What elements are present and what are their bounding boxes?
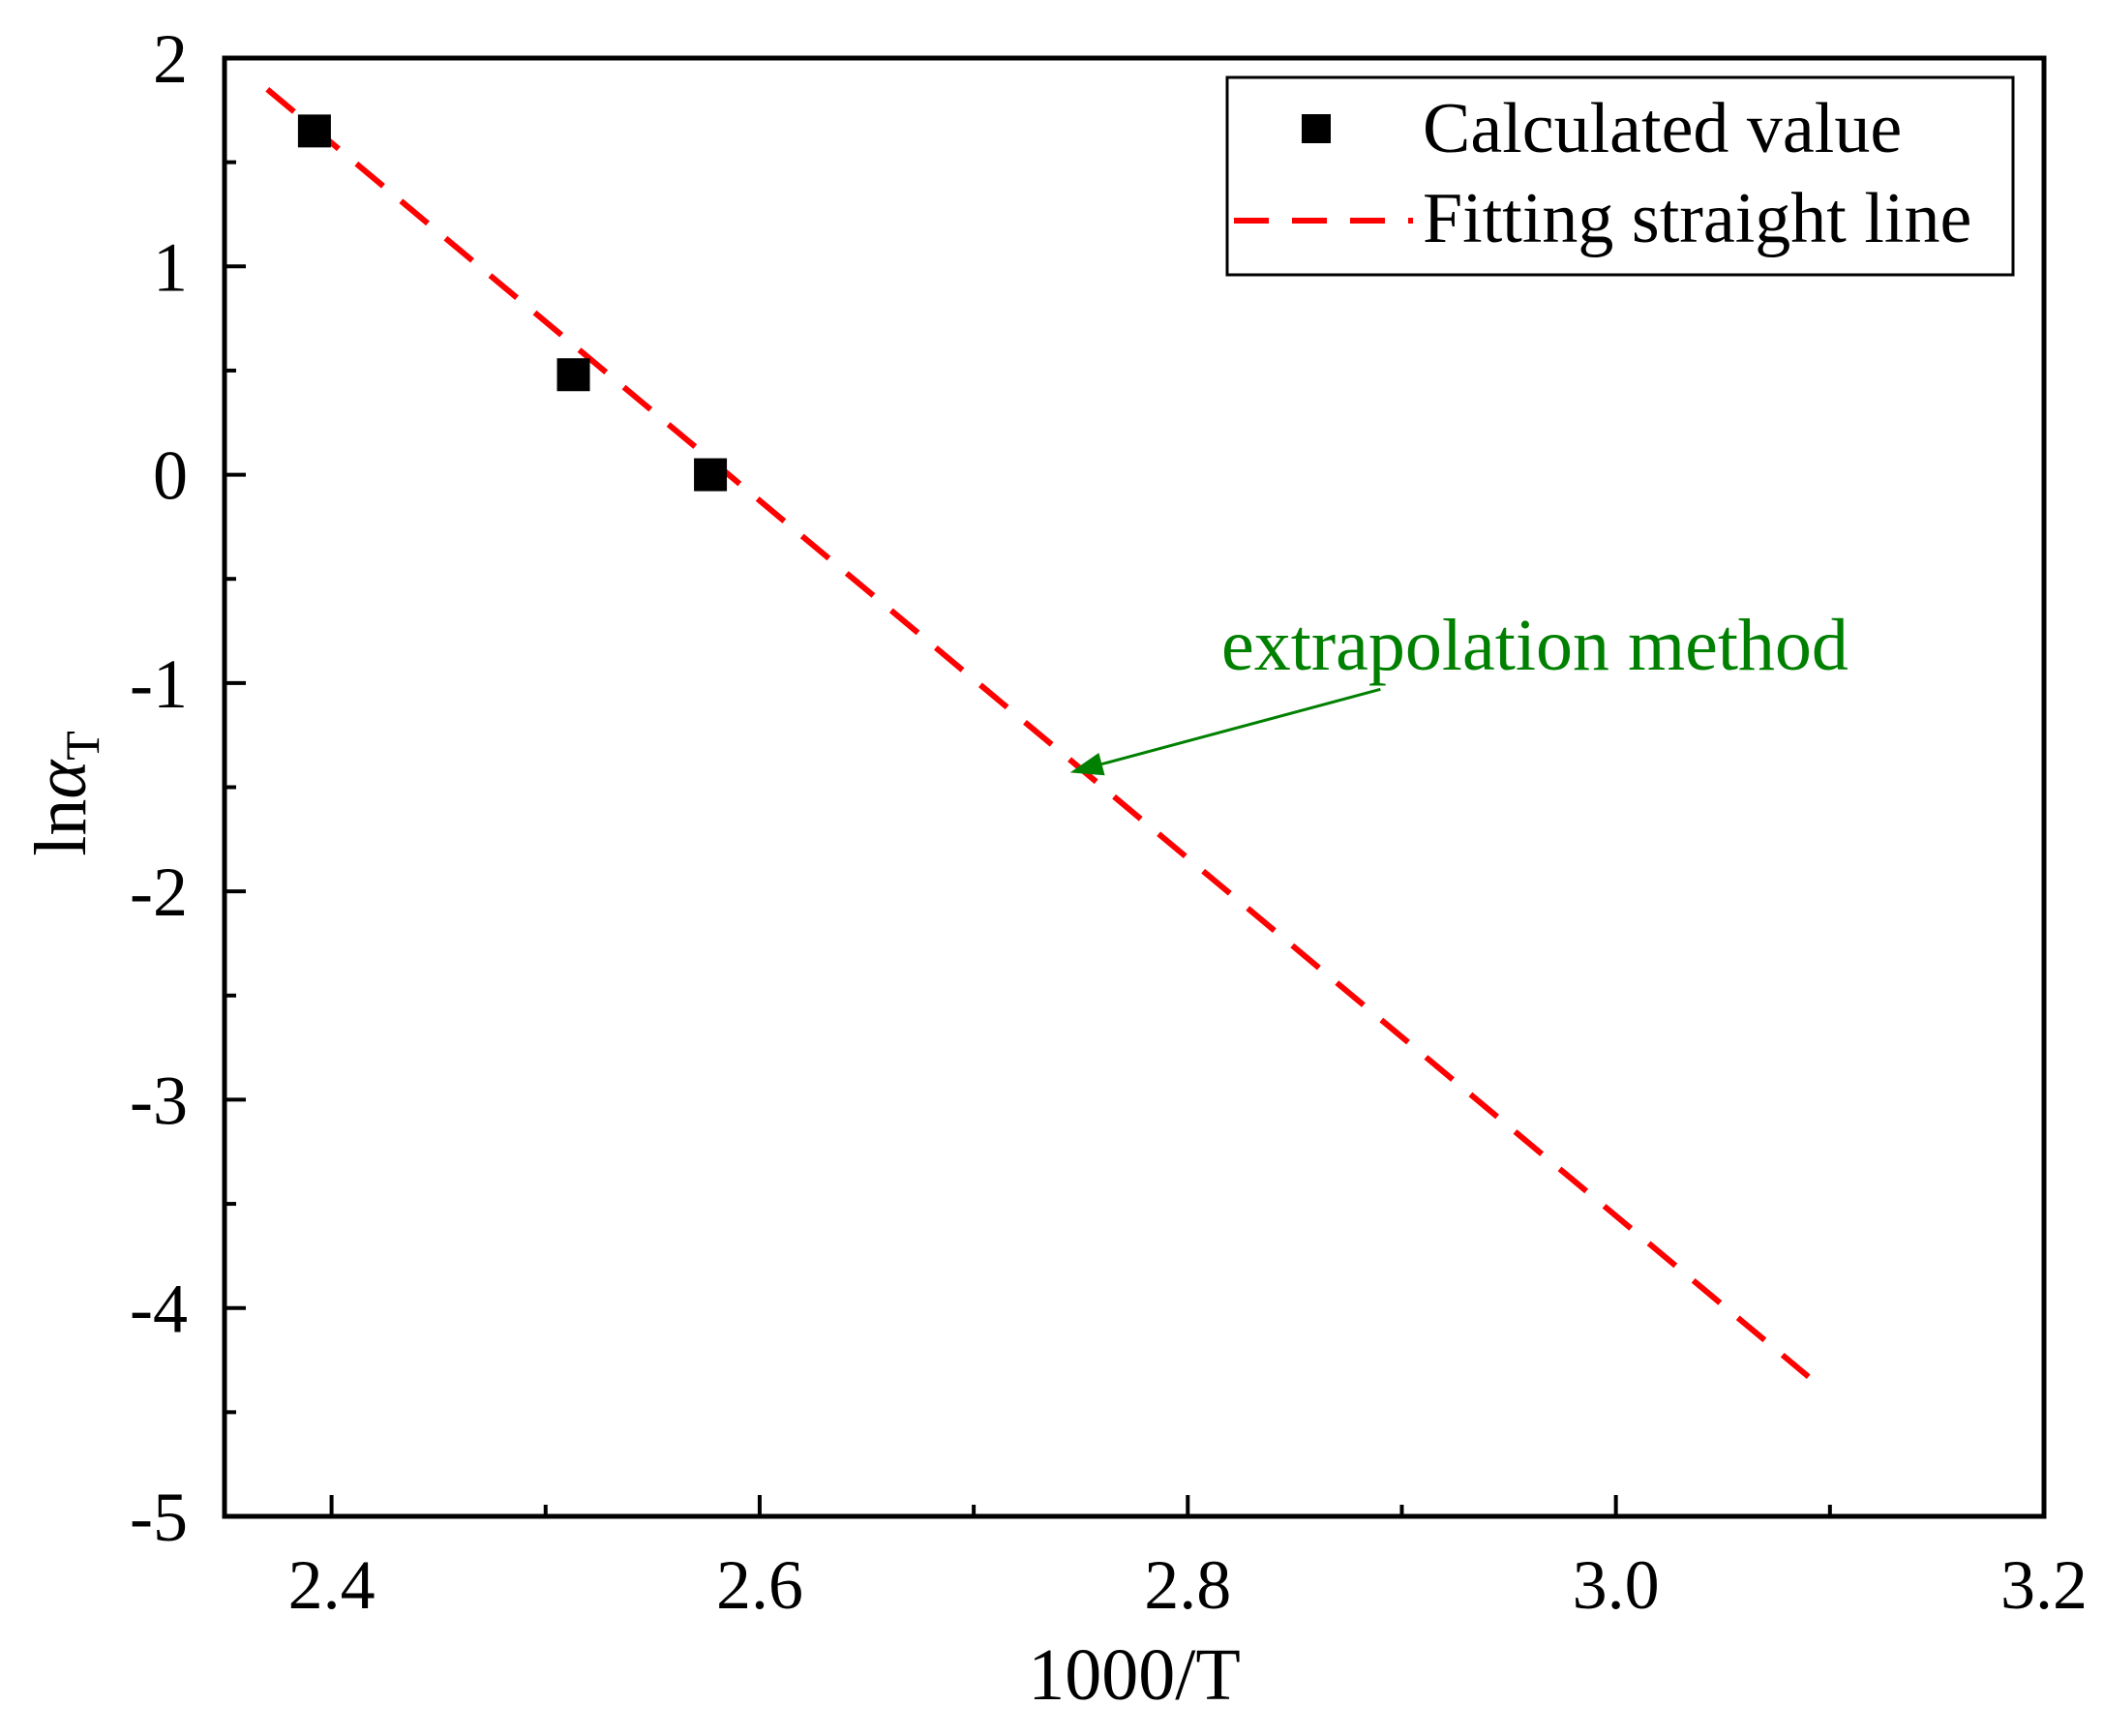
data-point [694,458,728,492]
x-tick-label: 3.0 [1573,1546,1660,1624]
y-tick-label: -1 [130,645,188,723]
y-axis-title-subscript: T [55,731,109,761]
data-point [297,114,331,148]
data-point [556,358,590,392]
annotation-text: extrapolation method [1221,605,1849,686]
y-tick-label: 0 [153,437,188,515]
legend-label-calculated: Calculated value [1423,89,1902,168]
y-tick-label: 1 [153,228,188,306]
x-tick-label: 2.6 [716,1546,803,1624]
legend-label-fitting: Fitting straight line [1423,179,1971,258]
y-tick-label: -3 [130,1062,188,1139]
y-tick-label: 2 [153,20,188,98]
y-tick-label: -5 [130,1479,188,1556]
x-tick-label: 2.4 [288,1546,376,1624]
annotation: extrapolation method [1069,605,1849,776]
y-axis-title-ln: ln [20,799,102,856]
annotation-arrow-head [1069,753,1105,776]
y-axis-title-alpha: α [20,759,102,799]
legend: Calculated value Fitting straight line [1225,75,2015,277]
plot-frame [222,55,2047,1519]
legend-box [1225,75,2015,277]
x-tick-label: 2.8 [1144,1546,1231,1624]
x-axis-title: 1000/T [1028,1634,1241,1716]
svg-text:lnαT: lnαT [20,731,109,856]
y-axis-title: lnαT [20,731,109,856]
legend-marker-calculated [1302,114,1331,143]
y-tick-label: -4 [130,1271,188,1348]
annotation-arrow-line [1101,687,1381,766]
y-tick-label: -2 [130,853,188,931]
fit-line [265,86,1811,1380]
x-tick-label: 3.2 [2000,1546,2088,1624]
